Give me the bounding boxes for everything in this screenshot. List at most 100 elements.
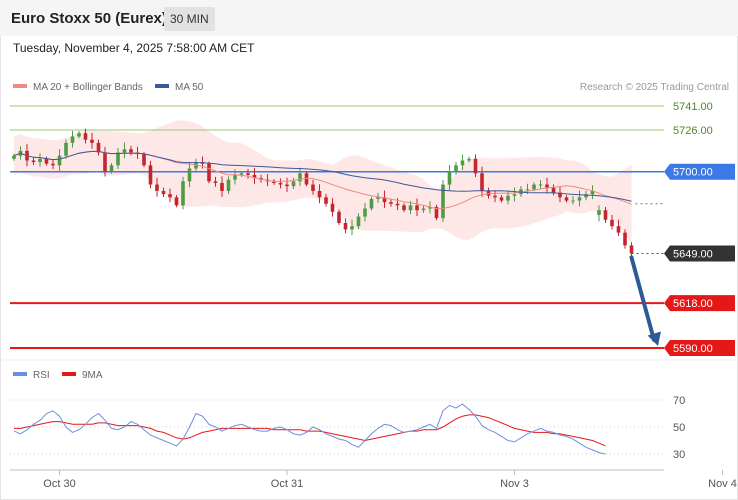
candle-body — [304, 173, 309, 185]
candle-body — [376, 197, 380, 199]
candle-body — [148, 165, 153, 185]
candle-body — [408, 205, 413, 211]
candle-body — [577, 197, 582, 201]
candle-body — [343, 222, 348, 230]
bollinger-band-area — [14, 120, 632, 244]
candle-body — [460, 160, 465, 166]
candle-body — [122, 149, 127, 153]
candle-body — [610, 219, 614, 227]
candle-body — [181, 181, 185, 206]
candle-body — [584, 194, 588, 198]
candle-body — [597, 210, 601, 215]
candle-body — [233, 174, 237, 180]
support-label-box — [664, 295, 735, 312]
candle-body — [551, 187, 556, 193]
candle-body — [603, 210, 608, 220]
legend-swatch-rsi — [13, 372, 27, 376]
candle-body — [395, 203, 400, 206]
candle-body — [467, 158, 471, 161]
candle-body — [220, 182, 224, 191]
candle-body — [369, 198, 374, 209]
candle-body — [499, 197, 504, 201]
candle-body — [51, 163, 55, 166]
support-label: 5590.00 — [673, 343, 713, 355]
candle-body — [168, 194, 172, 198]
candle-body — [142, 154, 146, 166]
candle-body — [590, 190, 595, 195]
legend-ma20-label: MA 20 + Bollinger Bands — [33, 82, 143, 93]
candle-body — [434, 206, 439, 219]
candle-body — [454, 165, 458, 172]
candle-body — [213, 181, 218, 183]
candle-body — [31, 160, 36, 163]
candle-body — [317, 190, 322, 198]
candle-body — [512, 194, 517, 196]
candle-body — [155, 184, 159, 191]
candle-body — [428, 206, 432, 209]
candle-body — [564, 197, 569, 201]
candle-body — [558, 192, 562, 198]
candle-body — [545, 184, 549, 188]
candle-body — [473, 158, 478, 174]
rsi-line — [13, 403, 606, 455]
candle-body — [623, 232, 627, 246]
candle-body — [246, 173, 250, 175]
pivot-label-box — [664, 163, 735, 180]
candle-body — [38, 158, 42, 163]
candle-body — [389, 202, 393, 204]
x-tick-label: Oct 30 — [43, 478, 75, 490]
candle-body — [207, 163, 211, 182]
candle-body — [239, 173, 244, 175]
level-label: 5741.00 — [673, 101, 713, 113]
chart-header: Euro Stoxx 50 (Eurex) 30 MIN — [0, 0, 738, 36]
rsi-tick-label: 70 — [673, 395, 685, 407]
candle-body — [12, 155, 16, 159]
candle-body — [103, 152, 107, 172]
candle-body — [298, 173, 302, 182]
candle-body — [337, 211, 341, 223]
candle-body — [363, 208, 367, 217]
rsi-tick-label: 30 — [673, 449, 685, 461]
x-tick-label: Nov 3 — [500, 478, 529, 490]
candle-body — [161, 190, 166, 195]
candle-body — [278, 182, 283, 185]
candle-body — [415, 205, 419, 211]
candle-body — [402, 205, 406, 211]
candle-body — [441, 184, 445, 219]
candle-body — [350, 226, 354, 230]
candle-body — [129, 149, 133, 153]
support-label-box — [664, 340, 735, 356]
candle-body — [629, 245, 634, 254]
candle-body — [616, 226, 621, 233]
timeframe-badge[interactable]: 30 MIN — [164, 7, 215, 31]
candle-body — [421, 208, 426, 211]
candle-body — [506, 195, 510, 201]
timestamp: Tuesday, November 4, 2025 7:58:00 AM CET — [13, 41, 255, 55]
candle-body — [64, 142, 68, 156]
x-tick-label: Oct 31 — [271, 478, 303, 490]
candle-body — [90, 139, 94, 143]
candle-body — [291, 181, 296, 187]
candle-body — [538, 184, 543, 186]
candle-body — [571, 200, 575, 202]
instrument-title: Euro Stoxx 50 (Eurex) — [11, 10, 167, 27]
candle-body — [272, 181, 276, 183]
projection-arrow-head — [647, 331, 661, 346]
candle-body — [174, 197, 179, 206]
current-price-label: 5649.00 — [673, 248, 713, 260]
candle-body — [226, 179, 231, 191]
candle-body — [116, 152, 120, 166]
candle-body — [83, 133, 88, 140]
legend-9ma-label: 9MA — [82, 370, 103, 381]
ma50-line — [13, 150, 632, 202]
candle-body — [311, 184, 315, 191]
legend-swatch-9ma — [62, 372, 76, 376]
rsi-9ma-line — [14, 414, 606, 447]
candle-body — [109, 165, 114, 172]
candle-body — [382, 197, 387, 203]
candle-body — [285, 184, 289, 187]
candle-body — [96, 142, 101, 153]
candle-body — [77, 133, 81, 137]
candle-body — [324, 197, 328, 204]
